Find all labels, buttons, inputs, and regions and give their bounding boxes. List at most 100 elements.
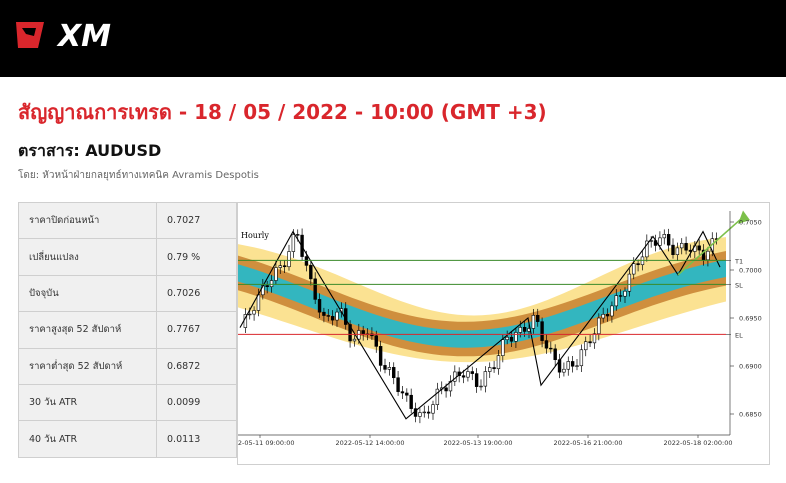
bull-candle (610, 305, 614, 317)
bear-candle (536, 315, 540, 322)
bear-candle (492, 367, 496, 370)
y-tick-label: 0.6900 (739, 363, 762, 371)
bull-candle (623, 290, 627, 297)
stat-label: เปลี่ยนแปลง (18, 238, 157, 276)
bull-candle (422, 411, 426, 414)
stat-value: 0.7027 (156, 201, 237, 240)
bull-candle (357, 330, 361, 340)
zigzag-line (239, 230, 721, 420)
stat-label: ราคาสูงสุด 52 สัปดาห์ (18, 311, 157, 349)
stat-value: 0.7026 (156, 274, 237, 313)
table-row: 40 วัน ATR 0.0113 (18, 420, 237, 458)
bear-candle (666, 234, 671, 246)
bear-candle (444, 387, 448, 392)
bull-candle (579, 349, 584, 367)
bull-candle (466, 371, 470, 378)
bull-candle (514, 332, 518, 342)
bear-candle (701, 249, 706, 261)
bear-candle (470, 371, 474, 374)
bull-candle (680, 242, 684, 249)
page-title: สัญญาณการเทรด - 18 / 05 / 2022 - 10:00 (… (18, 100, 547, 124)
author-line: โดย: หัวหน้าฝ่ายกลยุทธ์ทางเทคนิค Avramis… (18, 170, 259, 181)
timeframe-label: Hourly (241, 231, 269, 240)
table-row: ราคาต่ำสุด 52 สัปดาห์ 0.6872 (18, 347, 237, 385)
xm-logo-text: XM (56, 19, 111, 54)
bear-candle (361, 330, 365, 335)
bear-candle (522, 327, 527, 332)
bear-candle (684, 242, 688, 251)
bull-candle (453, 371, 457, 382)
bear-candle (326, 315, 330, 317)
bull-candle (601, 313, 605, 319)
stat-label: ราคาต่ำสุด 52 สัปดาห์ (18, 347, 157, 385)
chart-canvas: T1 SL EL 0.7050 0.7000 0.6950 0.6900 0.6850 20… (238, 210, 762, 447)
bull-candle (706, 250, 710, 261)
stats-table: ราคาปิดก่อนหน้า 0.7027 เปลี่ยนแปลง 0.79 % … (18, 201, 237, 458)
bull-candle (248, 313, 252, 316)
table-row: เปลี่ยนแปลง 0.79 % (18, 238, 237, 276)
table-row: ราคาสูงสุด 52 สัปดาห์ 0.7767 (18, 311, 237, 349)
table-row: ราคาปิดก่อนหน้า 0.7027 (18, 201, 237, 240)
bull-candle (614, 295, 618, 307)
bear-candle (265, 285, 269, 288)
bear-candle (588, 341, 592, 344)
bear-candle (553, 348, 557, 361)
brand-header: XM (0, 0, 786, 77)
bull-candle (584, 341, 588, 351)
middle-band (238, 251, 726, 357)
forecast-arrow (677, 216, 744, 276)
bull-candle (287, 251, 291, 268)
bear-candle (671, 244, 675, 255)
bear-candle (392, 367, 396, 379)
bear-candle (405, 392, 409, 396)
stat-label: 40 วัน ATR (18, 420, 157, 458)
stat-value: 0.6872 (156, 347, 237, 385)
bear-candle (426, 411, 431, 414)
bear-candle (636, 263, 640, 266)
bear-candle (348, 324, 352, 342)
forecast-arrowhead (738, 210, 750, 224)
x-tick-label: 2022-05-12 14:00:00 (335, 439, 404, 447)
bull-candle (575, 365, 579, 367)
bear-candle (461, 375, 466, 378)
y-tick-label: 0.6950 (739, 315, 762, 323)
bear-candle (282, 265, 287, 268)
bull-candle (387, 367, 392, 370)
bull-candle (488, 367, 492, 372)
bull-candle (562, 368, 566, 373)
bear-candle (400, 391, 405, 394)
bull-candle (269, 280, 274, 288)
stat-value: 0.79 % (156, 238, 237, 276)
bear-candle (378, 346, 383, 366)
bull-candle (274, 267, 278, 281)
bull-candle (632, 263, 636, 275)
bull-candle (662, 234, 666, 239)
table-row: 30 วัน ATR 0.0099 (18, 383, 237, 422)
bear-candle (330, 316, 335, 321)
stat-label: ราคาปิดก่อนหน้า (18, 201, 157, 240)
bull-candle (501, 339, 505, 356)
bear-candle (544, 340, 549, 349)
bull-candle (518, 327, 522, 333)
bear-candle (304, 256, 309, 266)
bull-candle (645, 240, 649, 258)
x-tick-label: 2022-05-16 21:00:00 (553, 439, 622, 447)
bull-candle (448, 380, 453, 392)
bull-candle (592, 333, 597, 344)
x-tick-label: 2022-05-18 02:00:00 (663, 439, 732, 447)
bear-candle (605, 313, 610, 317)
bull-candle (531, 315, 536, 329)
level-label-el: EL (735, 331, 743, 339)
bull-candle (658, 237, 662, 246)
bull-candle (252, 310, 256, 315)
bear-candle (618, 295, 623, 297)
bear-candle (296, 234, 300, 236)
bull-candle (496, 355, 501, 370)
stat-value: 0.7767 (156, 311, 237, 349)
bull-candle (278, 265, 282, 268)
table-row: ปัจจุบัน 0.7026 (18, 274, 237, 313)
bull-candle (483, 371, 488, 387)
xm-logo: XM (16, 19, 111, 54)
bear-candle (697, 245, 701, 251)
bear-candle (540, 321, 544, 341)
